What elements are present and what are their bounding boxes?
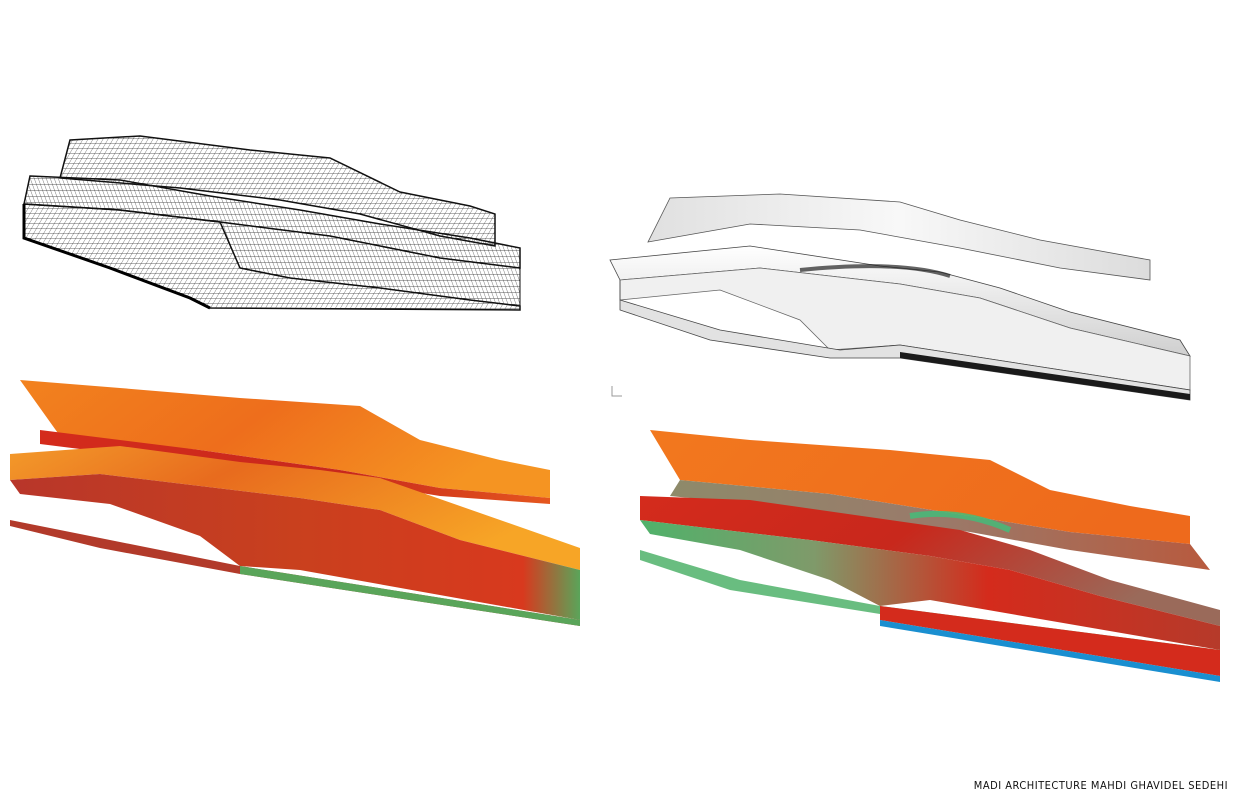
shaded-render-view: [609, 193, 1191, 401]
credit-text: MADI ARCHITECTURE MAHDI GHAVIDEL SEDEHI: [973, 779, 1228, 792]
axis-indicator-icon: [611, 386, 622, 397]
wireframe-mesh-view: [22, 135, 521, 311]
analysis-heatmap-multicolor: [640, 430, 1220, 682]
analysis-heatmap-orange: [10, 380, 580, 626]
